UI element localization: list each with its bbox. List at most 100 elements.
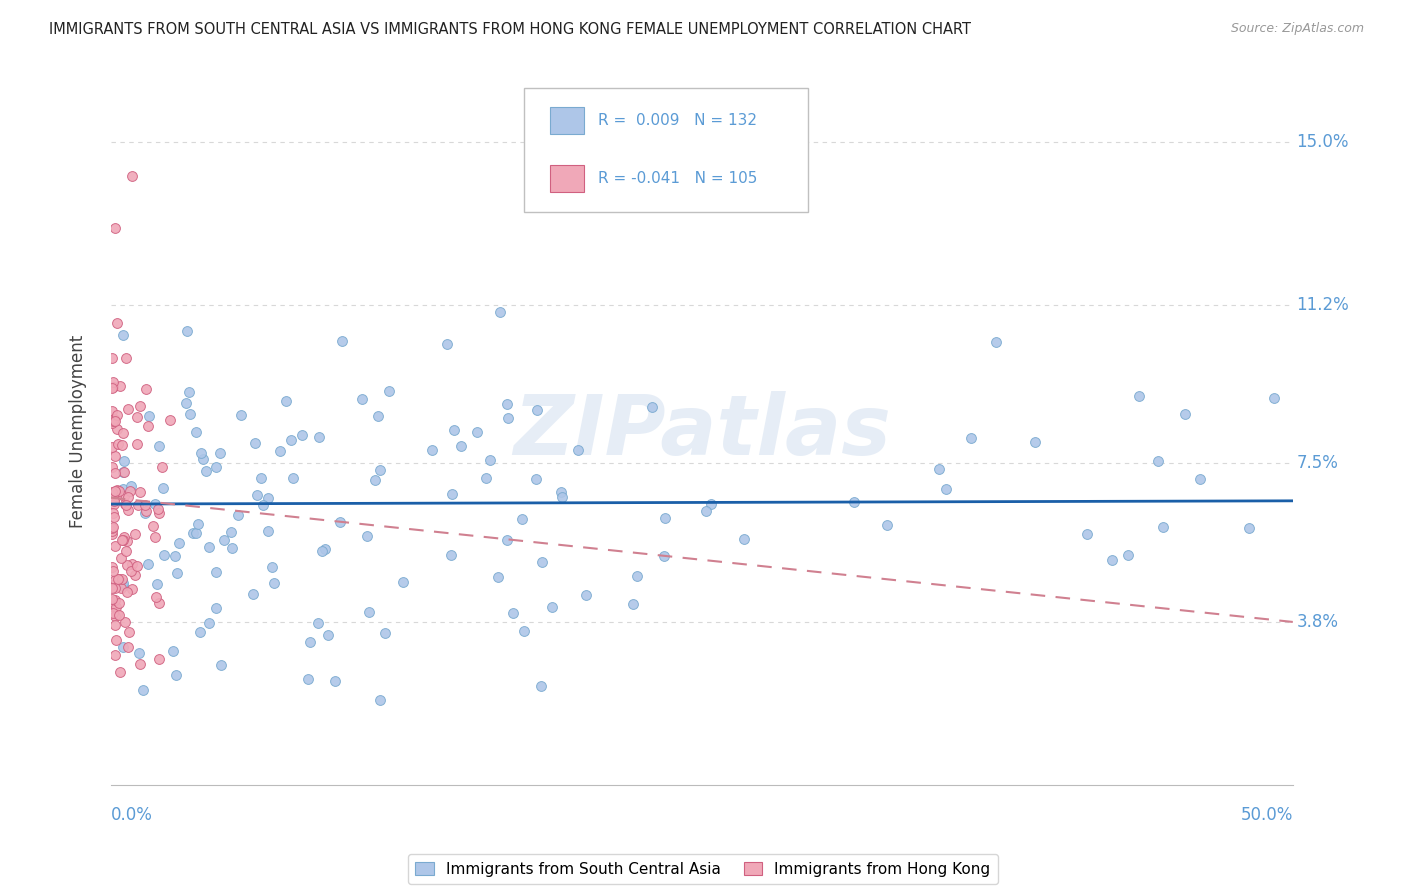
Point	[115, 585, 138, 599]
Point	[104, 608, 127, 623]
Point	[105, 408, 128, 422]
Point	[129, 485, 152, 500]
Point	[652, 549, 675, 563]
Point	[117, 640, 139, 654]
Point	[134, 498, 156, 512]
Point	[103, 467, 125, 481]
Point	[209, 446, 232, 460]
Point	[142, 519, 165, 533]
Point	[101, 520, 124, 534]
Point	[1152, 520, 1174, 534]
Point	[108, 665, 131, 679]
Point	[120, 564, 142, 578]
Point	[111, 426, 134, 441]
Point	[112, 530, 135, 544]
Point	[364, 474, 387, 488]
Point	[111, 465, 134, 479]
Point	[135, 503, 157, 517]
Point	[205, 565, 228, 579]
Point	[323, 674, 346, 689]
Point	[104, 593, 127, 607]
Point	[115, 534, 138, 549]
Point	[162, 644, 184, 658]
Point	[146, 502, 169, 516]
Point	[111, 438, 134, 452]
Point	[104, 618, 127, 632]
Point	[392, 575, 415, 590]
Point	[103, 564, 125, 578]
Point	[733, 532, 755, 546]
Point	[108, 596, 131, 610]
Point	[105, 489, 128, 503]
Point	[165, 549, 187, 564]
Point	[118, 625, 141, 640]
Point	[496, 410, 519, 425]
Point	[844, 495, 866, 509]
Point	[104, 573, 127, 587]
Point	[368, 693, 391, 707]
Point	[105, 421, 128, 435]
Point	[440, 487, 463, 501]
Point	[104, 414, 127, 428]
Point	[104, 632, 127, 647]
Point	[176, 324, 198, 338]
Point	[184, 425, 207, 440]
Point	[127, 437, 149, 451]
Point	[370, 463, 392, 477]
Point	[641, 400, 664, 414]
Point	[111, 533, 134, 547]
Point	[512, 624, 534, 639]
Point	[179, 407, 201, 421]
Point	[378, 384, 401, 399]
Point	[145, 577, 167, 591]
Point	[1188, 472, 1211, 486]
Point	[526, 403, 548, 417]
Point	[357, 605, 380, 619]
Point	[626, 569, 648, 583]
Point	[103, 648, 125, 662]
Text: Source: ZipAtlas.com: Source: ZipAtlas.com	[1230, 22, 1364, 36]
Point	[297, 672, 319, 686]
Point	[960, 431, 983, 445]
Point	[101, 560, 124, 574]
Point	[128, 646, 150, 660]
Point	[1116, 548, 1139, 562]
Point	[103, 412, 125, 426]
Point	[121, 169, 143, 183]
Text: 0.0%: 0.0%	[111, 806, 153, 824]
Point	[101, 375, 124, 389]
Point	[114, 498, 136, 512]
Point	[495, 533, 517, 548]
Point	[121, 582, 143, 597]
Point	[263, 575, 285, 590]
Point	[104, 484, 127, 499]
Point	[108, 607, 131, 622]
Point	[165, 668, 187, 682]
Point	[280, 434, 302, 448]
Point	[486, 570, 509, 584]
Point	[120, 483, 142, 498]
Point	[984, 334, 1007, 349]
Point	[166, 566, 188, 581]
Point	[159, 413, 181, 427]
Point	[143, 530, 166, 544]
Point	[695, 504, 717, 518]
Text: 50.0%: 50.0%	[1240, 806, 1292, 824]
FancyBboxPatch shape	[524, 88, 808, 212]
Point	[108, 572, 131, 586]
Point	[101, 381, 124, 395]
Point	[111, 576, 134, 591]
Point	[101, 606, 124, 620]
Point	[187, 517, 209, 532]
Point	[103, 486, 125, 500]
Text: 7.5%: 7.5%	[1296, 454, 1339, 472]
Point	[134, 506, 156, 520]
Point	[1146, 454, 1168, 468]
Point	[112, 489, 135, 503]
Point	[209, 657, 232, 672]
Point	[204, 460, 226, 475]
Point	[110, 582, 132, 596]
Point	[121, 557, 143, 571]
Point	[148, 439, 170, 453]
Text: Female Unemployment: Female Unemployment	[69, 334, 87, 528]
